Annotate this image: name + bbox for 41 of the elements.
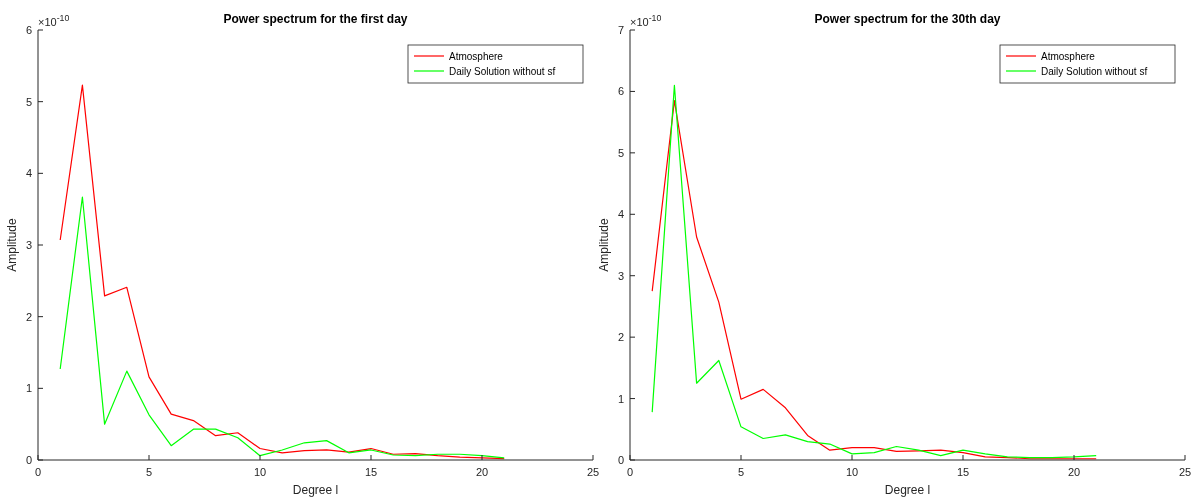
y-tick-label: 2 — [617, 331, 624, 344]
y-tick-label: 3 — [25, 239, 32, 251]
x-axis-title: Degree l — [292, 483, 339, 497]
legend-label: Daily Solution without sf — [1041, 66, 1148, 77]
y-tick-label: 4 — [617, 208, 624, 221]
line-series — [59, 196, 505, 459]
x-tick-label: 20 — [475, 466, 489, 478]
y-tick-label: 0 — [25, 454, 32, 466]
x-tick-label: 25 — [586, 466, 600, 478]
legend-label: Atmosphere — [449, 51, 504, 62]
legend-label: Daily Solution without sf — [449, 66, 556, 77]
x-tick-label: 0 — [34, 466, 42, 478]
x-tick-label: 10 — [253, 466, 267, 478]
x-tick-label: 20 — [1067, 466, 1081, 478]
x-axis-title: Degree l — [884, 483, 931, 497]
x-tick-label: 15 — [364, 466, 378, 478]
y-axis-title: Amplitude — [5, 218, 19, 272]
y-tick-label: 7 — [617, 24, 624, 36]
x-tick-label: 15 — [956, 466, 970, 478]
x-tick-label: 5 — [737, 466, 745, 478]
x-tick-label: 25 — [1178, 466, 1192, 478]
line-series — [59, 84, 505, 460]
y-tick-label: 6 — [25, 24, 32, 36]
chart-title: Power spectrum for the first day — [223, 12, 408, 26]
x-tick-label: 0 — [626, 466, 634, 478]
y-tick-label: 5 — [25, 95, 32, 108]
text: ×10$^{-10}$ — [38, 13, 70, 28]
x-tick-label: 10 — [845, 466, 859, 478]
text: ×10$^{-10}$ — [630, 13, 662, 28]
legend-label: Atmosphere — [1041, 51, 1096, 62]
y-tick-label: 1 — [617, 392, 624, 405]
y-tick-label: 0 — [617, 454, 624, 466]
chart-title: Power spectrum for the 30th day — [814, 12, 1001, 26]
y-tick-label: 4 — [25, 167, 32, 180]
x-tick-label: 5 — [145, 466, 153, 478]
y-tick-label: 3 — [617, 269, 624, 282]
y-tick-label: 6 — [617, 85, 624, 98]
y-axis-title: Amplitude — [597, 218, 611, 272]
y-tick-label: 5 — [617, 146, 624, 159]
y-tick-label: 1 — [25, 382, 32, 395]
y-tick-label: 2 — [25, 310, 32, 323]
